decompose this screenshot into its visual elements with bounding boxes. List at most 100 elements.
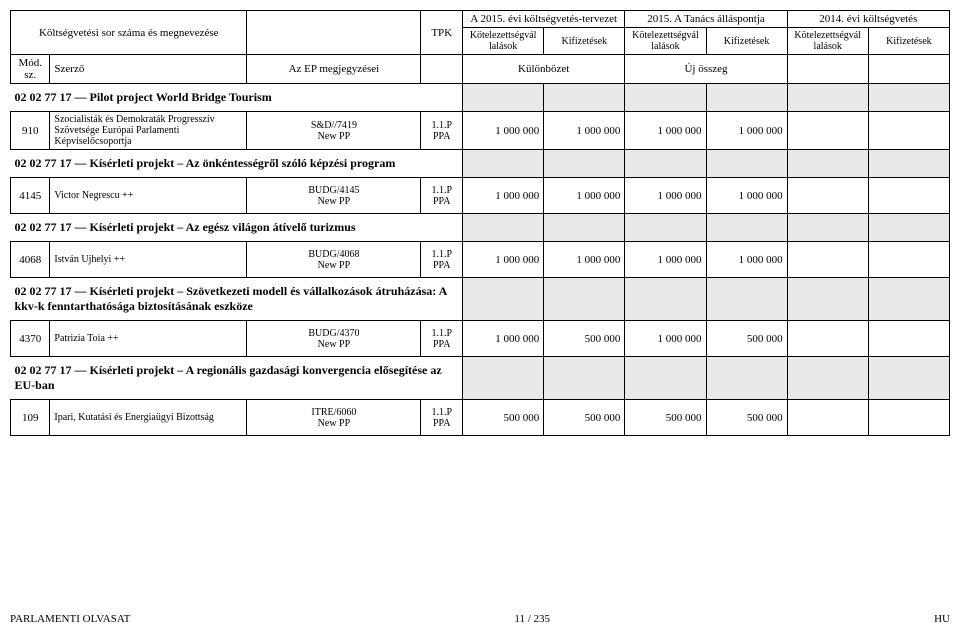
section-blank-cell bbox=[787, 357, 868, 400]
section-title-row: 02 02 77 17 — Kísérleti projekt – A regi… bbox=[11, 357, 950, 400]
cell-b1: 1 000 000 bbox=[625, 178, 706, 214]
cell-a2: 500 000 bbox=[544, 400, 625, 436]
section-blank-cell bbox=[868, 214, 949, 242]
table-row: 109Ipari, Kutatási és Energiaügyi Bizott… bbox=[11, 400, 950, 436]
hdr-group-a: A 2015. évi költségvetés-tervezet bbox=[463, 11, 625, 28]
section-title-row: 02 02 77 17 — Kísérleti projekt – Szövet… bbox=[11, 278, 950, 321]
cell-a2: 500 000 bbox=[544, 321, 625, 357]
section-blank-cell bbox=[787, 84, 868, 112]
section-title: 02 02 77 17 — Kísérleti projekt – A regi… bbox=[11, 357, 463, 400]
section-blank-cell bbox=[787, 278, 868, 321]
hdr-a-commit: Kötelezettségvál lalások bbox=[463, 28, 544, 55]
table-row: 910Szocialisták és Demokraták Progresszí… bbox=[11, 112, 950, 150]
hdr2-szerzo: Szerző bbox=[50, 55, 247, 84]
budget-table: Költségvetési sor száma és megnevezése T… bbox=[10, 10, 950, 436]
cell-notes: BUDG/4068 New PP bbox=[247, 242, 421, 278]
section-blank-cell bbox=[706, 150, 787, 178]
hdr-b-pay: Kifizetések bbox=[706, 28, 787, 55]
cell-tpk: 1.1.P PPA bbox=[421, 242, 463, 278]
cell-author: Ipari, Kutatási és Energiaügyi Bizottság bbox=[50, 400, 247, 436]
cell-a1: 500 000 bbox=[463, 400, 544, 436]
section-title: 02 02 77 17 — Kísérleti projekt – Az egé… bbox=[11, 214, 463, 242]
section-blank-cell bbox=[463, 150, 544, 178]
hdr2-empty2 bbox=[868, 55, 949, 84]
hdr2-ujosszeg: Új összeg bbox=[625, 55, 787, 84]
page-footer: PARLAMENTI OLVASAT HU 11 / 235 bbox=[10, 613, 950, 625]
cell-id: 109 bbox=[11, 400, 50, 436]
section-title-row: 02 02 77 17 — Kísérleti projekt – Az egé… bbox=[11, 214, 950, 242]
section-blank-cell bbox=[625, 278, 706, 321]
section-blank-cell bbox=[625, 150, 706, 178]
hdr-group-c: 2014. évi költségvetés bbox=[787, 11, 949, 28]
cell-notes: ITRE/6060 New PP bbox=[247, 400, 421, 436]
footer-left: PARLAMENTI OLVASAT bbox=[10, 613, 130, 625]
cell-a2: 1 000 000 bbox=[544, 178, 625, 214]
footer-right: HU bbox=[934, 613, 950, 625]
cell-b2: 1 000 000 bbox=[706, 178, 787, 214]
cell-id: 910 bbox=[11, 112, 50, 150]
section-blank-cell bbox=[706, 357, 787, 400]
cell-c2 bbox=[868, 400, 949, 436]
cell-id: 4068 bbox=[11, 242, 50, 278]
section-blank-cell bbox=[625, 357, 706, 400]
cell-b2: 1 000 000 bbox=[706, 242, 787, 278]
section-blank-cell bbox=[787, 150, 868, 178]
cell-id: 4145 bbox=[11, 178, 50, 214]
section-title: 02 02 77 17 — Pilot project World Bridge… bbox=[11, 84, 463, 112]
cell-b1: 1 000 000 bbox=[625, 242, 706, 278]
section-title-row: 02 02 77 17 — Kísérleti projekt – Az önk… bbox=[11, 150, 950, 178]
cell-a1: 1 000 000 bbox=[463, 242, 544, 278]
header-row-1: Költségvetési sor száma és megnevezése T… bbox=[11, 11, 950, 28]
section-blank-cell bbox=[787, 214, 868, 242]
section-blank-cell bbox=[868, 278, 949, 321]
cell-c2 bbox=[868, 242, 949, 278]
cell-author: István Ujhelyi ++ bbox=[50, 242, 247, 278]
footer-center: 11 / 235 bbox=[10, 613, 950, 625]
cell-c1 bbox=[787, 178, 868, 214]
table-row: 4370Patrizia Toia ++BUDG/4370 New PP1.1.… bbox=[11, 321, 950, 357]
section-blank-cell bbox=[463, 214, 544, 242]
hdr-c-commit: Kötelezettségvál lalások bbox=[787, 28, 868, 55]
section-title: 02 02 77 17 — Kísérleti projekt – Az önk… bbox=[11, 150, 463, 178]
hdr-blank bbox=[247, 11, 421, 55]
section-blank-cell bbox=[463, 84, 544, 112]
cell-a1: 1 000 000 bbox=[463, 321, 544, 357]
cell-c1 bbox=[787, 321, 868, 357]
hdr2-empty1 bbox=[787, 55, 868, 84]
section-title-row: 02 02 77 17 — Pilot project World Bridge… bbox=[11, 84, 950, 112]
cell-notes: BUDG/4145 New PP bbox=[247, 178, 421, 214]
cell-c1 bbox=[787, 400, 868, 436]
cell-a1: 1 000 000 bbox=[463, 112, 544, 150]
cell-c2 bbox=[868, 112, 949, 150]
cell-tpk: 1.1.P PPA bbox=[421, 112, 463, 150]
hdr-col-label1: Költségvetési sor száma és megnevezése bbox=[11, 11, 247, 55]
section-blank-cell bbox=[868, 84, 949, 112]
section-blank-cell bbox=[463, 357, 544, 400]
section-blank-cell bbox=[868, 357, 949, 400]
section-blank-cell bbox=[625, 214, 706, 242]
cell-b2: 500 000 bbox=[706, 400, 787, 436]
cell-b1: 1 000 000 bbox=[625, 321, 706, 357]
table-row: 4068István Ujhelyi ++BUDG/4068 New PP1.1… bbox=[11, 242, 950, 278]
cell-c2 bbox=[868, 321, 949, 357]
header-row-2: Mód. sz. Szerző Az EP megjegyzései Külön… bbox=[11, 55, 950, 84]
hdr2-ep: Az EP megjegyzései bbox=[247, 55, 421, 84]
cell-b2: 1 000 000 bbox=[706, 112, 787, 150]
cell-id: 4370 bbox=[11, 321, 50, 357]
section-blank-cell bbox=[868, 150, 949, 178]
cell-a1: 1 000 000 bbox=[463, 178, 544, 214]
cell-tpk: 1.1.P PPA bbox=[421, 178, 463, 214]
section-blank-cell bbox=[544, 214, 625, 242]
section-blank-cell bbox=[706, 84, 787, 112]
cell-author: Victor Negrescu ++ bbox=[50, 178, 247, 214]
cell-c1 bbox=[787, 242, 868, 278]
cell-author: Patrizia Toia ++ bbox=[50, 321, 247, 357]
cell-author: Szocialisták és Demokraták Progresszív S… bbox=[50, 112, 247, 150]
hdr2-kulonbozet: Különbözet bbox=[463, 55, 625, 84]
section-blank-cell bbox=[625, 84, 706, 112]
hdr-b-commit: Kötelezettségvál lalások bbox=[625, 28, 706, 55]
section-blank-cell bbox=[544, 278, 625, 321]
section-blank-cell bbox=[544, 84, 625, 112]
hdr-tpk: TPK bbox=[421, 11, 463, 55]
table-row: 4145Victor Negrescu ++BUDG/4145 New PP1.… bbox=[11, 178, 950, 214]
